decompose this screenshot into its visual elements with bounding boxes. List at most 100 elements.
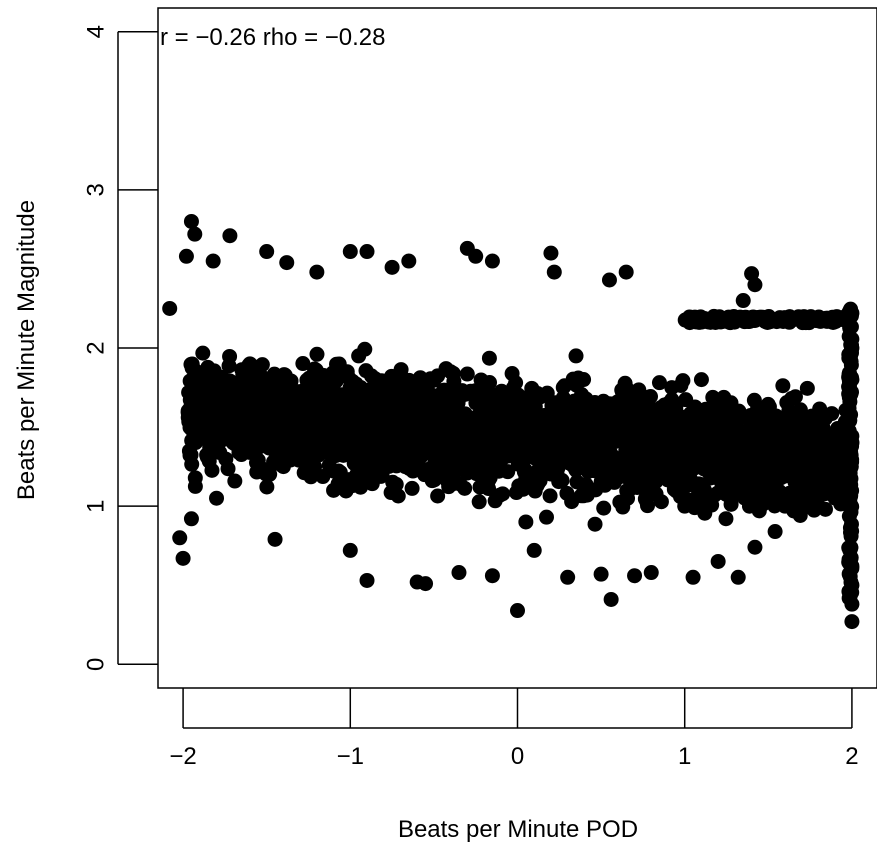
cloud-point bbox=[374, 373, 390, 389]
cloud-point bbox=[592, 407, 608, 423]
cloud-point bbox=[345, 478, 361, 494]
correlation-annotation: r = −0.26 rho = −0.28 bbox=[160, 24, 386, 51]
cloud-point bbox=[751, 447, 767, 463]
cloud-point bbox=[542, 488, 558, 504]
data-point bbox=[359, 244, 375, 260]
cloud-point bbox=[825, 453, 841, 469]
cloud-point bbox=[444, 388, 460, 404]
cloud-point bbox=[723, 496, 739, 512]
cloud-point bbox=[619, 449, 635, 465]
y-tick-label: 0 bbox=[83, 658, 110, 671]
data-point bbox=[660, 451, 676, 467]
cloud-point bbox=[784, 312, 800, 328]
data-point bbox=[242, 356, 258, 372]
cloud-point bbox=[703, 470, 719, 486]
cloud-point bbox=[243, 413, 259, 429]
data-point bbox=[267, 531, 283, 547]
cloud-point bbox=[259, 419, 275, 435]
data-point bbox=[735, 293, 751, 309]
data-point bbox=[844, 340, 860, 356]
cloud-point bbox=[698, 445, 714, 461]
data-point bbox=[518, 514, 534, 530]
cloud-point bbox=[508, 375, 524, 391]
cloud-point bbox=[282, 373, 298, 389]
cloud-point bbox=[750, 490, 766, 506]
cloud-point bbox=[664, 392, 680, 408]
cloud-point bbox=[572, 436, 588, 452]
cloud-point bbox=[193, 373, 209, 389]
data-point bbox=[443, 364, 459, 380]
cloud-point bbox=[564, 494, 580, 510]
data-point bbox=[593, 474, 609, 490]
data-point bbox=[760, 411, 776, 427]
cloud-point bbox=[600, 457, 616, 473]
cloud-point bbox=[798, 488, 814, 504]
cloud-point bbox=[592, 445, 608, 461]
cloud-point bbox=[288, 397, 304, 413]
cloud-point bbox=[457, 480, 473, 496]
cloud-point bbox=[696, 482, 712, 498]
data-point bbox=[178, 248, 194, 264]
cloud-point bbox=[195, 345, 211, 361]
cloud-point bbox=[569, 377, 585, 393]
cloud-point bbox=[803, 448, 819, 464]
cloud-point bbox=[358, 396, 374, 412]
cloud-point bbox=[651, 375, 667, 391]
data-point bbox=[309, 264, 325, 280]
cloud-point bbox=[573, 416, 589, 432]
data-point bbox=[685, 569, 701, 585]
cloud-point bbox=[478, 396, 494, 412]
cloud-point bbox=[218, 451, 234, 467]
cloud-point bbox=[382, 446, 398, 462]
cloud-point bbox=[315, 469, 331, 485]
cloud-point bbox=[222, 348, 238, 364]
cloud-point bbox=[562, 402, 578, 418]
data-point bbox=[603, 591, 619, 607]
cloud-point bbox=[568, 462, 584, 478]
cloud-point bbox=[525, 402, 541, 418]
cloud-point bbox=[799, 380, 815, 396]
cloud-point bbox=[184, 356, 200, 372]
data-point bbox=[593, 566, 609, 582]
cloud-point bbox=[481, 350, 497, 366]
data-point bbox=[819, 435, 835, 451]
data-point bbox=[777, 498, 793, 514]
data-point bbox=[546, 264, 562, 280]
cloud-point bbox=[334, 437, 350, 453]
cloud-point bbox=[388, 476, 404, 492]
data-point bbox=[225, 435, 241, 451]
cloud-point bbox=[329, 356, 345, 372]
cloud-point bbox=[578, 391, 594, 407]
x-axis: −2 −1 0 1 2 bbox=[169, 688, 859, 770]
cloud-point bbox=[557, 378, 573, 394]
cloud-point bbox=[767, 524, 783, 540]
data-point bbox=[326, 482, 342, 498]
cloud-point bbox=[491, 463, 507, 479]
cloud-point bbox=[270, 401, 286, 417]
cloud-point bbox=[335, 411, 351, 427]
data-point bbox=[627, 387, 643, 403]
data-point bbox=[727, 459, 743, 475]
cloud-point bbox=[417, 467, 433, 483]
cloud-point bbox=[348, 447, 364, 463]
cloud-point bbox=[704, 497, 720, 513]
cloud-point bbox=[637, 491, 653, 507]
cloud-point bbox=[426, 439, 442, 455]
cloud-point bbox=[700, 430, 716, 446]
data-point bbox=[187, 226, 203, 242]
cloud-point bbox=[339, 364, 355, 380]
cloud-point bbox=[429, 389, 445, 405]
data-point bbox=[810, 312, 826, 328]
cloud-point bbox=[240, 395, 256, 411]
cloud-point bbox=[701, 408, 717, 424]
data-point bbox=[342, 542, 358, 558]
cloud-point bbox=[773, 470, 789, 486]
cloud-point bbox=[740, 470, 756, 486]
cloud-point bbox=[271, 441, 287, 457]
cloud-point bbox=[842, 412, 858, 428]
cloud-point bbox=[606, 474, 622, 490]
data-point bbox=[510, 403, 525, 419]
data-point bbox=[476, 467, 492, 483]
data-point bbox=[627, 568, 643, 584]
cloud-point bbox=[400, 431, 416, 447]
